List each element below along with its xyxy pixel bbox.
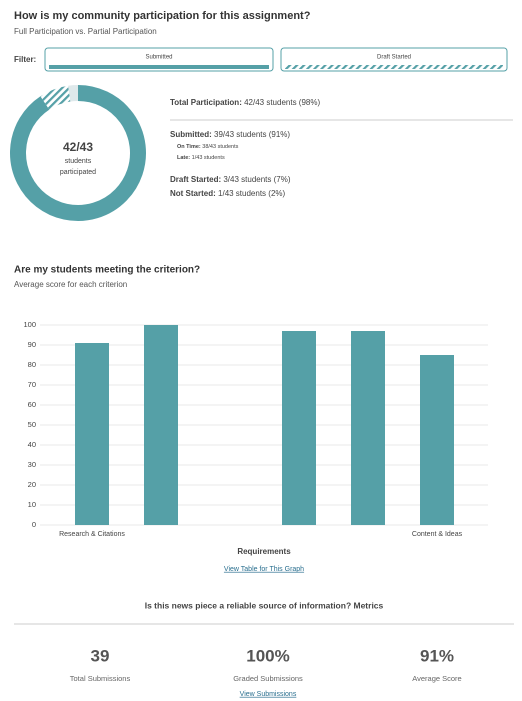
- metric-value: 100%: [246, 646, 289, 665]
- stat-label: Draft Started:: [170, 175, 221, 184]
- filter-label: Filter:: [14, 55, 36, 64]
- metrics-title: Is this news piece a reliable source of …: [145, 600, 384, 610]
- donut-chart: [10, 85, 146, 221]
- stat-label: Not Started:: [170, 189, 216, 198]
- bar: [351, 331, 385, 525]
- stat-value: 1/43 students: [192, 155, 225, 161]
- y-tick-label: 70: [28, 380, 36, 389]
- donut-segment: [10, 85, 146, 221]
- stat: Late: 1/43 students: [177, 155, 225, 161]
- y-tick-label: 10: [28, 500, 36, 509]
- y-tick-label: 40: [28, 440, 36, 449]
- bar: [282, 331, 316, 525]
- filter-button[interactable]: Submitted: [44, 47, 274, 72]
- y-tick-label: 90: [28, 340, 36, 349]
- metric-label: Graded Submissions: [233, 674, 303, 683]
- y-tick-label: 50: [28, 420, 36, 429]
- stat-label: Late:: [177, 155, 190, 161]
- stat-value: 38/43 students: [202, 144, 238, 150]
- filter-button[interactable]: Draft Started: [280, 47, 508, 72]
- metric-label: Average Score: [412, 674, 461, 683]
- y-tick-label: 100: [23, 320, 36, 329]
- section-subtitle: Full Participation vs. Partial Participa…: [14, 27, 157, 36]
- button-label: Draft Started: [377, 55, 411, 61]
- stat-value: 39/43 students (91%): [214, 130, 290, 139]
- x-axis-label: Requirements: [237, 547, 291, 556]
- y-tick-label: 30: [28, 460, 36, 469]
- x-tick-label: Research & Citations: [59, 531, 125, 538]
- donut-center-label: students: [65, 158, 92, 165]
- chart-title: Are my students meeting the criterion?: [14, 265, 200, 276]
- stat-label: Submitted:: [170, 130, 212, 139]
- donut-segment: [68, 85, 79, 102]
- y-tick-label: 20: [28, 480, 36, 489]
- stat: Submitted: 39/43 students (91%): [170, 130, 290, 139]
- stat: Total Participation: 42/43 students (98%…: [170, 98, 320, 107]
- y-tick-label: 80: [28, 360, 36, 369]
- y-tick-label: 0: [32, 520, 36, 529]
- stat-label: Total Participation:: [170, 98, 242, 107]
- bar-chart: 0 10 20 30 40 50 60 70 80 90 100 Research & Citatio…: [23, 320, 488, 538]
- link[interactable]: View Table for This Graph: [224, 566, 304, 573]
- stat: On Time: 38/43 students: [177, 144, 239, 150]
- metric-value: 39: [91, 646, 110, 665]
- button-swatch: [285, 65, 503, 69]
- bar: [144, 325, 178, 525]
- donut-center-label: participated: [60, 169, 96, 176]
- stat: Not Started: 1/43 students (2%): [170, 189, 286, 198]
- donut-segment: [40, 85, 71, 110]
- stat: Draft Started: 3/43 students (7%): [170, 175, 291, 184]
- button-label: Submitted: [145, 55, 172, 61]
- x-tick-label: Content & Ideas: [412, 531, 463, 538]
- stat-value: 3/43 students (7%): [223, 175, 290, 184]
- link[interactable]: View Submissions: [240, 691, 297, 698]
- button-swatch: [49, 65, 269, 69]
- stat-label: On Time:: [177, 144, 201, 150]
- metric-value: 91%: [420, 646, 454, 665]
- bar: [75, 343, 109, 525]
- metric-label: Total Submissions: [70, 674, 131, 683]
- section-title: How is my community participation for th…: [14, 10, 311, 22]
- stat-value: 42/43 students (98%): [244, 98, 320, 107]
- chart-subtitle: Average score for each criterion: [14, 280, 127, 289]
- bar: [420, 355, 454, 525]
- stat-value: 1/43 students (2%): [218, 189, 285, 198]
- y-tick-label: 60: [28, 400, 36, 409]
- metrics: 39 Total Submissions 100% Graded Submission…: [70, 646, 462, 683]
- donut-center-value: 42/43: [63, 140, 93, 154]
